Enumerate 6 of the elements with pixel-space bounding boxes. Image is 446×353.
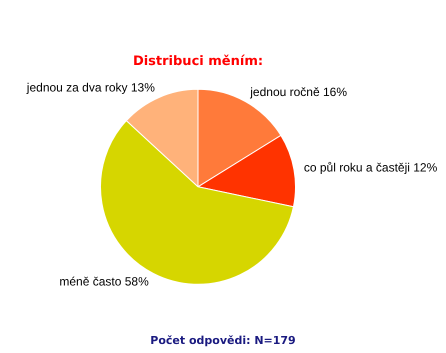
text: Počet odpovědi: N=179 <box>149 334 297 347</box>
slice-label: méně často 58% <box>59 274 150 289</box>
slice-label: jednou ročně 16% <box>249 85 348 100</box>
slice-label: co půl roku a častěji 12% <box>304 160 438 174</box>
chart-title: Distribuci měním: <box>132 54 264 70</box>
slice-label: jednou za dva roky 13% <box>26 80 156 95</box>
